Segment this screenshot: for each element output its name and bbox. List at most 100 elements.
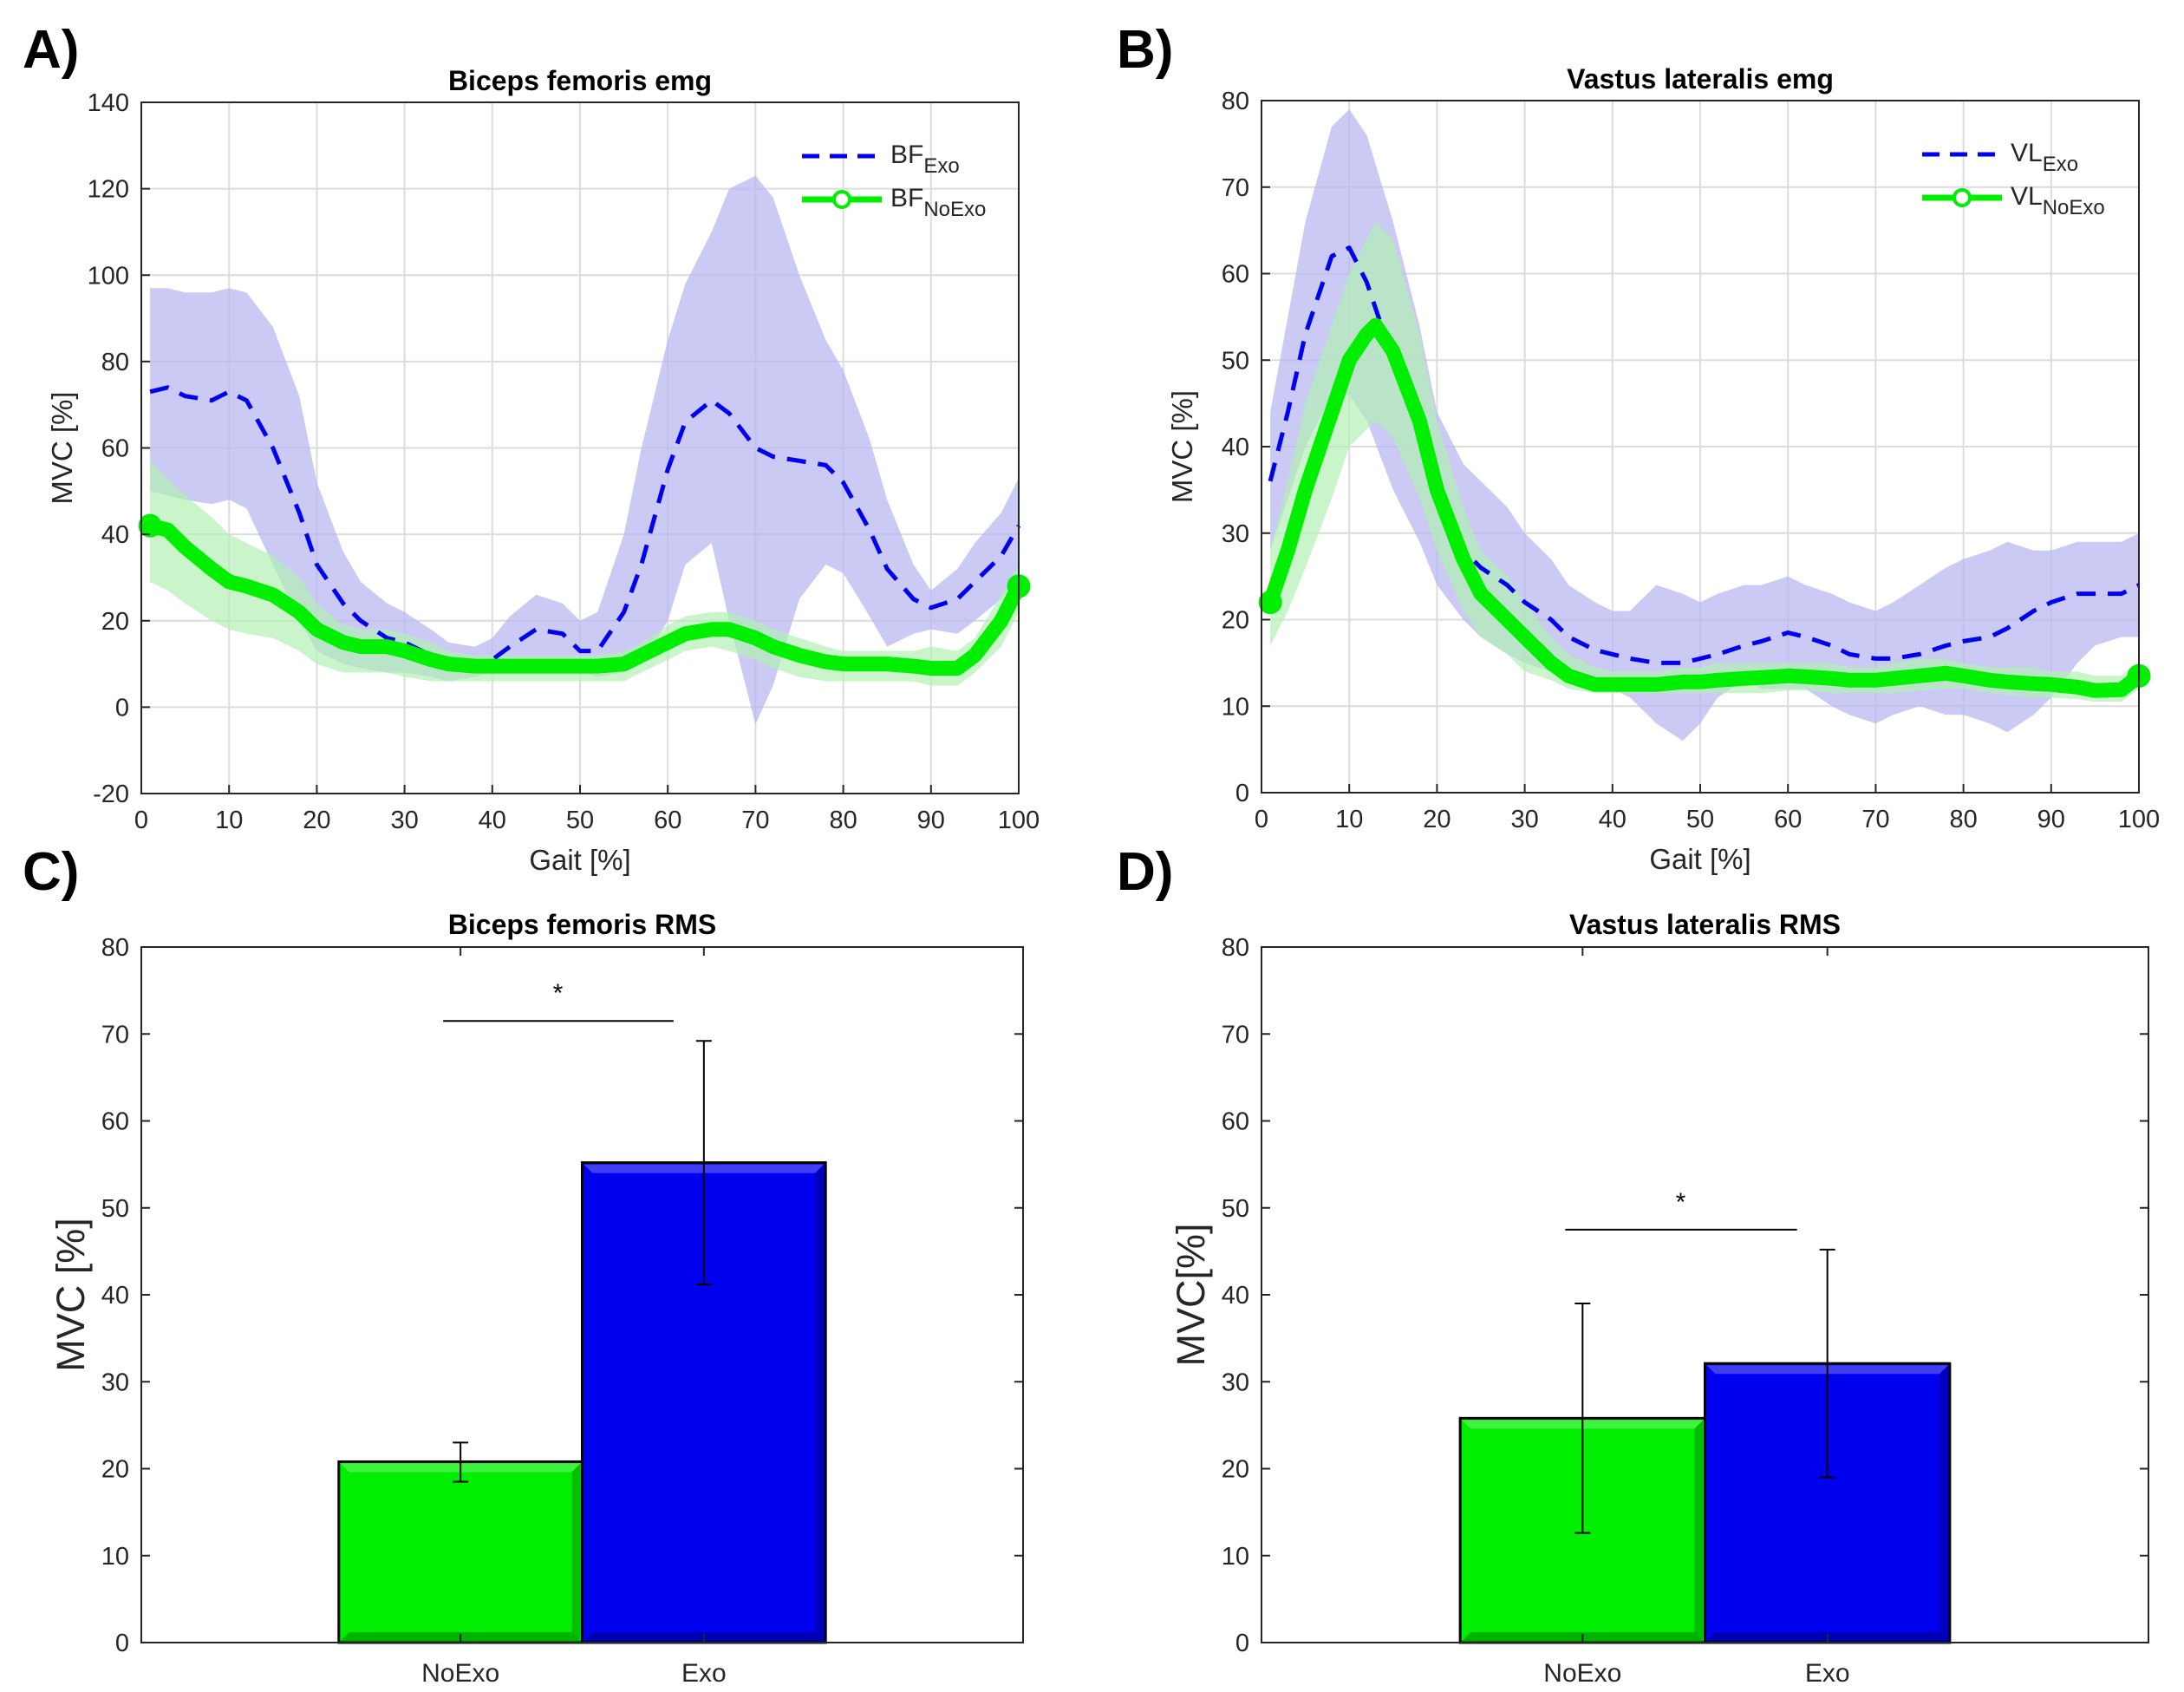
y-tick-label: 10 — [101, 1543, 129, 1571]
noexo-std-band — [150, 461, 1020, 686]
noexo-mean-line — [1262, 317, 2147, 698]
bar-bevel-right — [1939, 1365, 1948, 1641]
x-tick-label: 100 — [2118, 806, 2160, 833]
y-tick-label: 10 — [1222, 693, 1249, 721]
x-tick-label: 30 — [390, 807, 418, 834]
chart-title: Vastus lateralis emg — [1567, 63, 1834, 95]
x-category-label: Exo — [1805, 1659, 1850, 1688]
noexo-std-band — [1270, 221, 2139, 702]
y-tick-label: 0 — [1235, 780, 1249, 807]
bar-bevel-right — [815, 1164, 825, 1641]
y-tick-label: 20 — [101, 1456, 129, 1484]
x-category-label: NoExo — [421, 1659, 499, 1688]
y-tick-label: 60 — [1222, 1108, 1249, 1136]
x-tick-label: 20 — [1423, 806, 1451, 833]
y-tick-label: 80 — [1222, 934, 1249, 962]
y-tick-label: 20 — [101, 608, 129, 636]
x-tick-label: 10 — [1335, 806, 1363, 833]
y-tick-label: 50 — [1222, 1195, 1249, 1223]
panel-label-b: B) — [1117, 20, 1174, 80]
bar-bevel-right — [1694, 1420, 1704, 1641]
x-tick-label: 50 — [1686, 806, 1714, 833]
x-tick-label: 80 — [829, 807, 857, 834]
exo-mean-line — [149, 385, 1021, 667]
chart-title: Vastus lateralis RMS — [1569, 909, 1841, 940]
y-tick-label: 0 — [115, 1630, 129, 1657]
y-tick-label: 80 — [1222, 88, 1249, 115]
legend-subscript: Exo — [923, 154, 959, 178]
chart-vastus-emg: 0 10 20 30 40 50 60 70 80 90 100 0 10 20 30 40 50 60 70 80 V… — [1166, 63, 2160, 875]
y-tick-label: 60 — [101, 435, 129, 463]
x-category-label: Exo — [681, 1659, 727, 1688]
legend-noexo-marker — [1953, 188, 1972, 207]
y-tick-label: 10 — [1222, 1543, 1249, 1571]
panel-label-a: A) — [23, 20, 80, 80]
y-tick-label: 70 — [1222, 174, 1249, 202]
panel-label-d: D) — [1117, 842, 1174, 902]
y-tick-label: 0 — [115, 694, 129, 722]
y-tick-label: 60 — [1222, 261, 1249, 289]
y-axis-label: MVC[%] — [1169, 1223, 1213, 1366]
panel-label-c: C) — [23, 842, 80, 902]
x-category-label: NoExo — [1543, 1659, 1621, 1688]
y-axis-label: MVC [%] — [1166, 390, 1198, 503]
legend-subscript: Exo — [2043, 153, 2078, 176]
y-tick-label: 30 — [1222, 1369, 1249, 1396]
x-tick-label: 0 — [134, 807, 148, 834]
y-tick-label: -20 — [93, 781, 129, 808]
y-tick-label: 40 — [1222, 434, 1249, 461]
x-tick-label: 80 — [1949, 806, 1977, 833]
x-tick-label: 60 — [654, 807, 681, 834]
significance-star: * — [1676, 1188, 1686, 1217]
bar-bevel-right — [571, 1463, 581, 1641]
x-tick-label: 40 — [1599, 806, 1627, 833]
x-tick-label: 30 — [1510, 806, 1538, 833]
y-axis-label: MVC [%] — [49, 1218, 93, 1372]
x-tick-label: 90 — [2037, 806, 2065, 833]
x-tick-label: 40 — [479, 807, 506, 834]
chart-biceps-rms: NoExo Exo * 0 10 20 30 40 50 60 70 80 Biceps femoris… — [49, 909, 1024, 1688]
y-tick-label: 40 — [101, 521, 129, 549]
y-tick-label: 70 — [1222, 1021, 1249, 1049]
y-tick-label: 20 — [1222, 1456, 1249, 1484]
y-tick-label: 50 — [101, 1195, 129, 1223]
y-tick-label: 50 — [1222, 347, 1249, 375]
y-tick-label: 30 — [1222, 520, 1249, 548]
bar-noexo — [337, 1460, 583, 1644]
x-tick-label: 0 — [1255, 806, 1268, 833]
chart-biceps-emg: 0 10 20 30 40 50 60 70 80 90 100-20020406080100120… — [46, 65, 1040, 876]
x-axis-label: Gait [%] — [529, 844, 630, 876]
y-tick-label: 30 — [101, 1369, 129, 1396]
y-tick-label: 40 — [1222, 1282, 1249, 1310]
y-tick-label: 60 — [101, 1108, 129, 1136]
x-tick-label: 70 — [1861, 806, 1889, 833]
legend-subscript: NoExo — [2043, 196, 2105, 219]
chart-vastus-rms: NoExo Exo * 0 10 20 30 40 50 60 70 80 Vastus lateral… — [1169, 909, 2149, 1688]
significance-star: * — [553, 979, 564, 1008]
y-tick-label: 120 — [88, 176, 129, 204]
x-tick-label: 90 — [917, 807, 945, 834]
x-tick-label: 70 — [741, 807, 769, 834]
y-tick-label: 40 — [101, 1282, 129, 1310]
x-tick-label: 10 — [215, 807, 243, 834]
y-tick-label: 100 — [88, 262, 129, 290]
x-tick-label: 50 — [566, 807, 594, 834]
y-tick-label: 20 — [1222, 607, 1249, 635]
chart-title: Biceps femoris RMS — [448, 909, 716, 940]
x-tick-label: 60 — [1774, 806, 1802, 833]
x-tick-label: 100 — [998, 807, 1040, 834]
x-axis-label: Gait [%] — [1649, 843, 1750, 875]
chart-title: Biceps femoris emg — [448, 65, 712, 96]
y-tick-label: 140 — [88, 89, 129, 117]
y-tick-label: 80 — [101, 349, 129, 376]
legend-noexo-marker — [832, 190, 851, 209]
y-tick-label: 0 — [1235, 1630, 1249, 1657]
x-tick-label: 20 — [303, 807, 330, 834]
legend-subscript: NoExo — [923, 198, 986, 221]
y-tick-label: 80 — [101, 934, 129, 962]
y-tick-label: 70 — [101, 1021, 129, 1049]
y-axis-label: MVC [%] — [46, 391, 78, 504]
noexo-mean-line — [142, 518, 1027, 676]
exo-std-band — [150, 175, 1020, 725]
